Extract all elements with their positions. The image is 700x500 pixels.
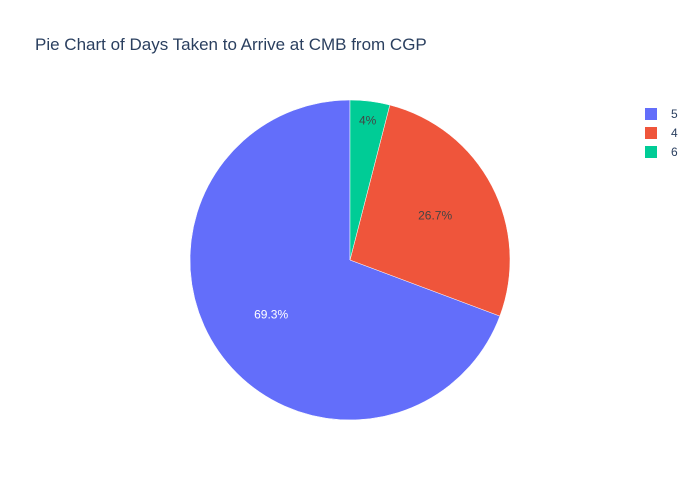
pie-slices (189, 99, 511, 421)
chart-title: Pie Chart of Days Taken to Arrive at CMB… (35, 35, 427, 54)
legend-label-5: 5 (671, 107, 678, 121)
legend-item-6[interactable]: 6 (645, 145, 678, 159)
legend-swatch-6 (645, 146, 657, 158)
slice-label-6: 4% (359, 113, 377, 127)
pie-slice-5[interactable] (189, 99, 501, 421)
slice-label-5: 69.3% (254, 308, 288, 322)
legend-item-4[interactable]: 4 (645, 126, 678, 140)
pie-slice-4[interactable] (349, 104, 511, 317)
legend-swatch-4 (645, 127, 657, 139)
legend-label-6: 6 (671, 145, 678, 159)
slice-label-4: 26.7% (418, 209, 452, 223)
pie-slice-6[interactable] (349, 99, 391, 261)
legend-item-5[interactable]: 5 (645, 107, 678, 121)
legend-label-4: 4 (671, 126, 678, 140)
legend: 5 4 6 (645, 107, 678, 159)
legend-swatch-5 (645, 108, 657, 120)
slice-labels: 69.3% 26.7% 4% (254, 113, 452, 321)
